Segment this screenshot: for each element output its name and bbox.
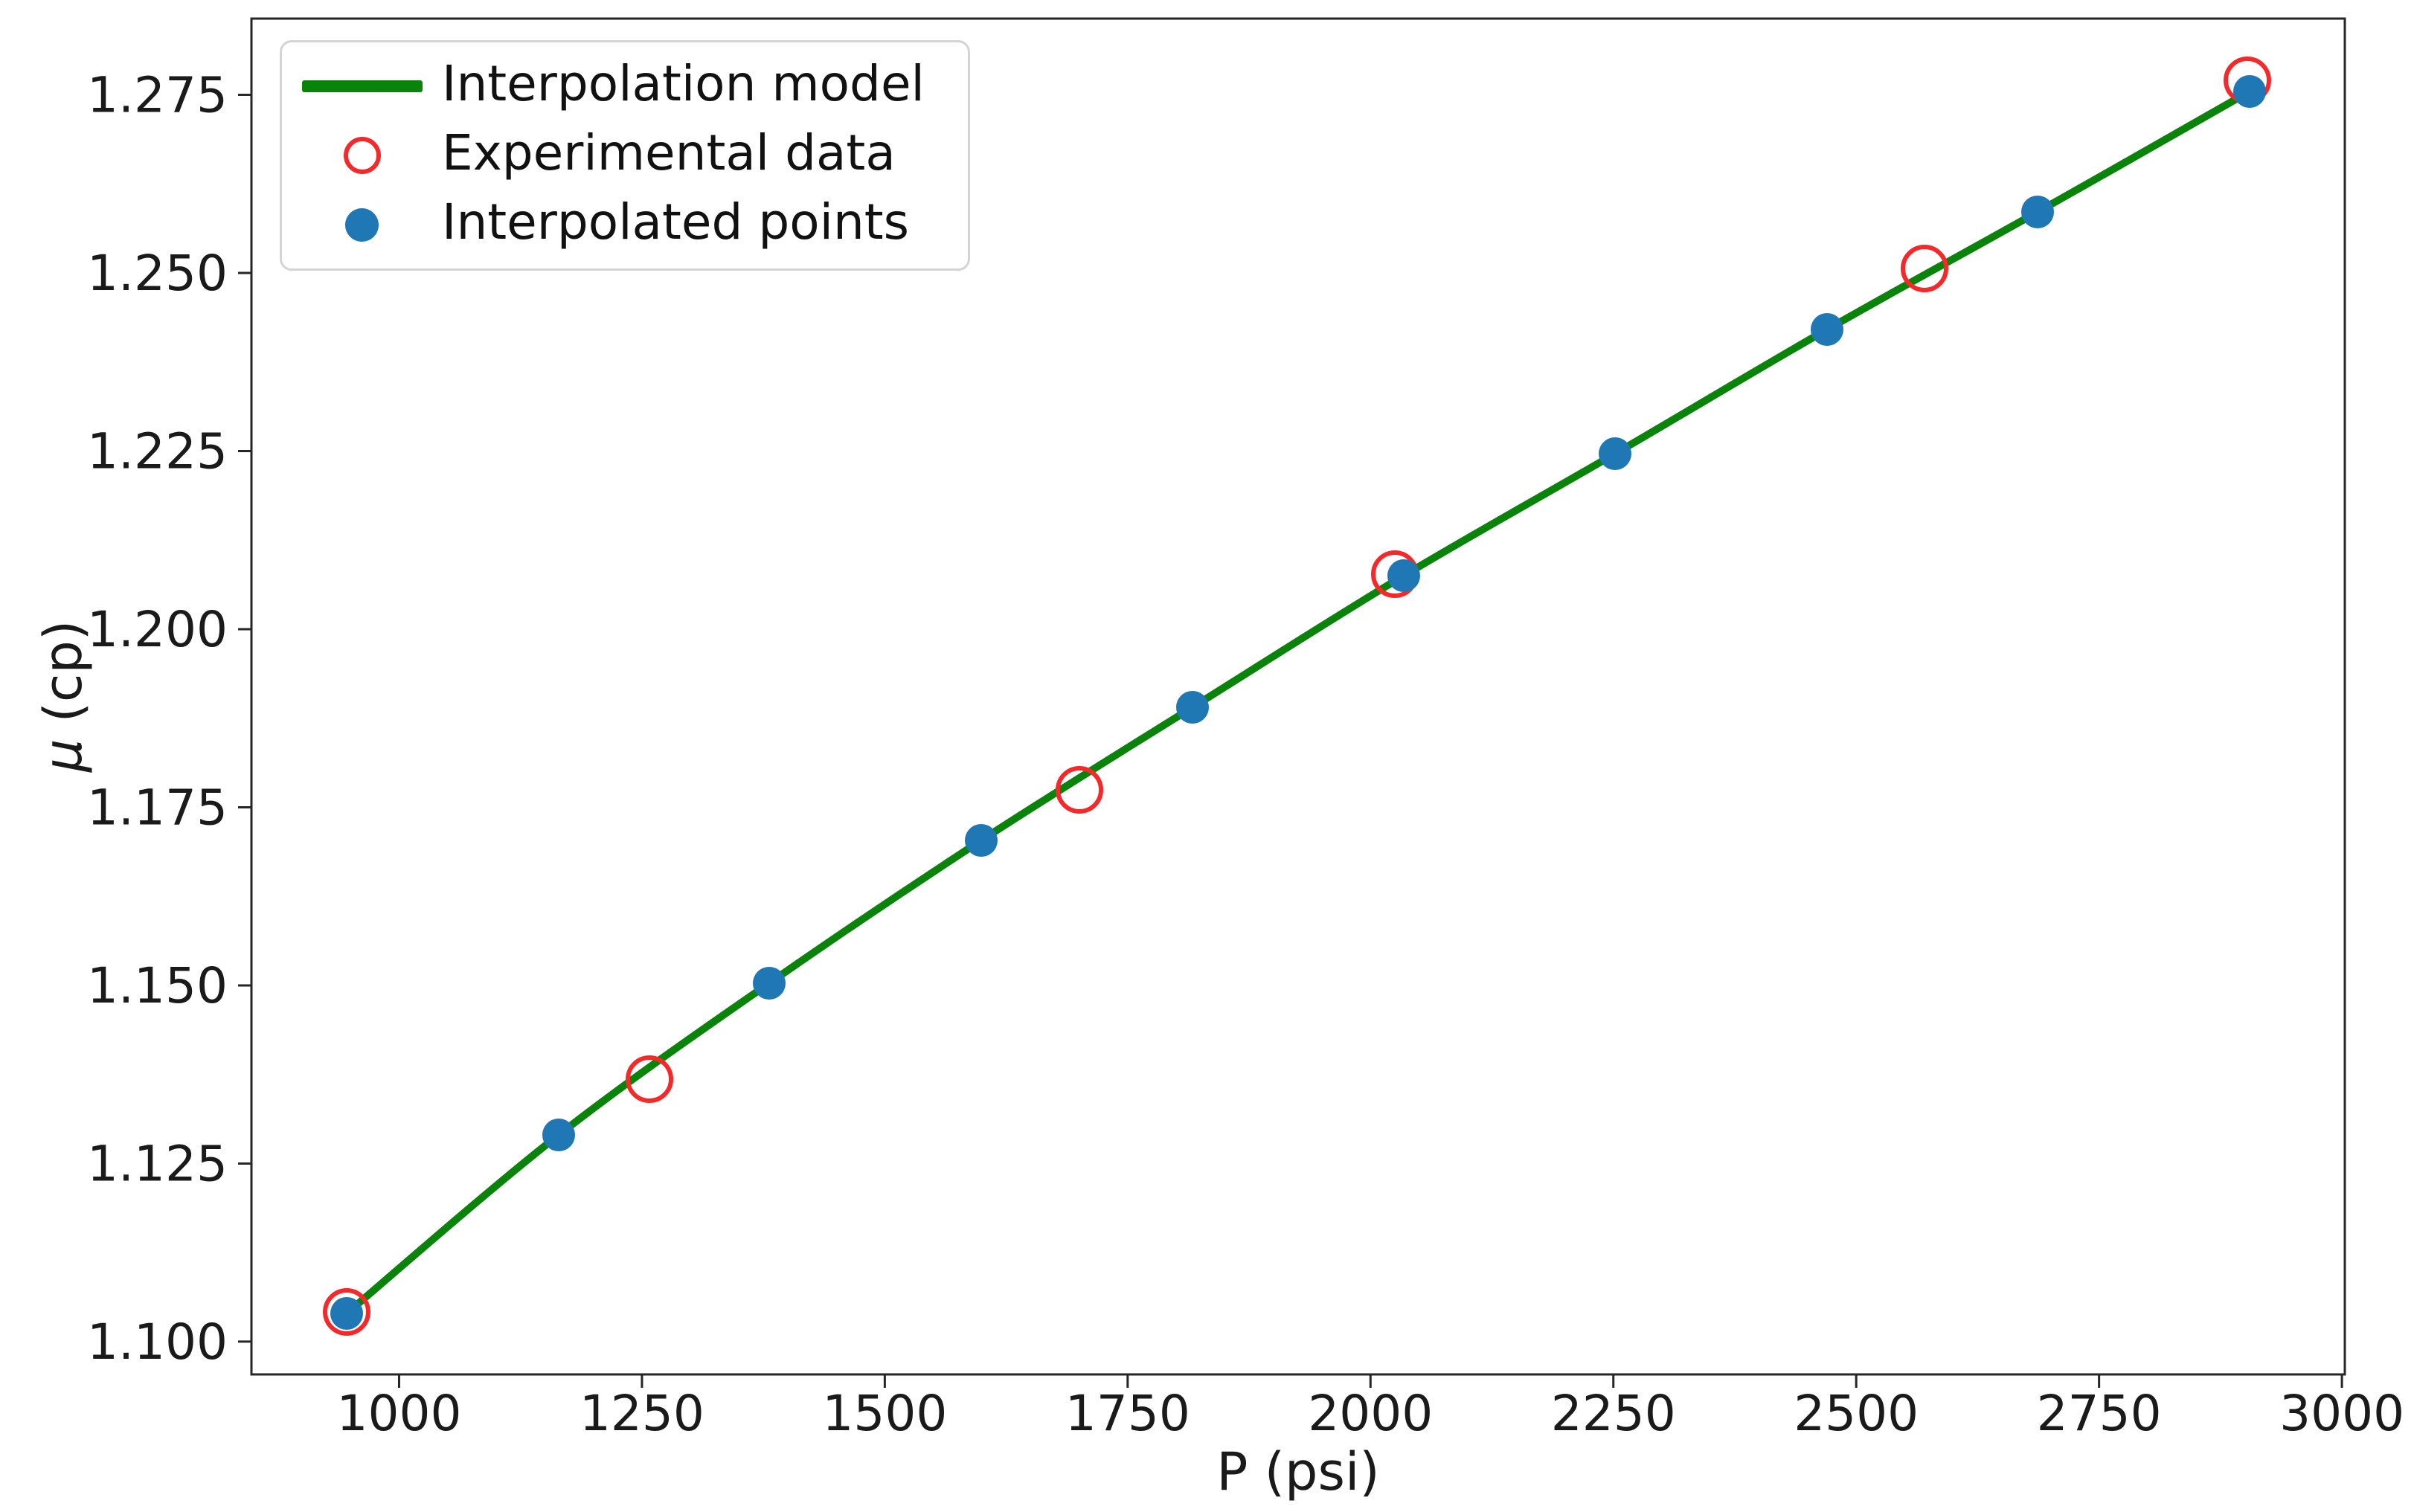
interpolated-point	[2021, 196, 2054, 228]
legend-filled-circle-marker	[345, 208, 379, 242]
y-axis-label-symbol: μ	[33, 739, 94, 773]
interpolated-point	[330, 1297, 363, 1330]
y-axis-label-unit: (cp)	[33, 620, 94, 739]
legend-item-interpolated-points: Interpolated points	[282, 198, 968, 251]
interpolated-point	[2233, 75, 2266, 108]
legend-line-swatch	[301, 80, 423, 92]
y-axis: 1.100 1.125 1.150 1.175 1.200 1.225 1.250 1.275	[87, 67, 251, 1371]
x-tick-label: 2000	[1308, 1385, 1433, 1442]
legend-label: Experimental data	[442, 123, 896, 181]
y-tick-label: 1.100	[87, 1313, 228, 1371]
y-tick-label: 1.275	[87, 67, 228, 124]
legend-marker-cell	[282, 208, 442, 242]
y-tick-label: 1.225	[87, 422, 228, 480]
y-tick-label: 1.150	[87, 957, 228, 1014]
experimental-point	[626, 1055, 673, 1103]
x-tick-label: 2750	[2037, 1385, 2162, 1442]
x-tick-label: 3000	[2279, 1385, 2404, 1442]
y-tick-label: 1.250	[87, 245, 228, 302]
x-tick-label: 2500	[1794, 1385, 1919, 1442]
y-tick-label: 1.175	[87, 779, 228, 836]
interpolated-point	[1811, 313, 1843, 346]
legend-open-circle-marker	[343, 136, 381, 174]
x-tick-label: 1250	[580, 1385, 704, 1442]
x-axis-label: P (psi)	[1216, 1441, 1380, 1502]
x-tick-label: 1750	[1065, 1385, 1190, 1442]
x-axis: 1000 1250 1500 1750 2000 2250 2500 2750 3000	[336, 1374, 2404, 1442]
legend: Interpolation model Experimental data In…	[280, 40, 970, 271]
legend-item-interpolation-model: Interpolation model	[282, 59, 968, 113]
legend-marker-cell	[282, 80, 442, 92]
interpolated-point	[1599, 437, 1631, 470]
y-tick-label: 1.125	[87, 1135, 228, 1192]
interpolated-points	[330, 75, 2266, 1330]
x-tick-label: 1500	[822, 1385, 947, 1442]
experimental-point	[1056, 766, 1103, 814]
interpolated-point	[1176, 691, 1209, 724]
x-tick-label: 1000	[336, 1385, 461, 1442]
y-tick-label: 1.200	[87, 601, 228, 658]
y-axis-label: μ (cp)	[33, 620, 94, 772]
interpolated-point	[965, 824, 998, 857]
legend-label: Interpolation model	[442, 54, 925, 112]
interpolated-point	[1387, 559, 1420, 592]
legend-item-experimental-data: Experimental data	[282, 123, 968, 182]
legend-label: Interpolated points	[442, 193, 910, 251]
x-tick-label: 2250	[1551, 1385, 1676, 1442]
interpolated-point	[753, 967, 786, 1000]
experimental-point	[1901, 245, 1948, 292]
interpolation-line	[343, 88, 2253, 1317]
plot-frame	[250, 17, 2346, 1376]
experimental-point	[323, 1288, 370, 1336]
legend-marker-cell	[282, 136, 442, 174]
interpolated-point	[542, 1119, 575, 1151]
